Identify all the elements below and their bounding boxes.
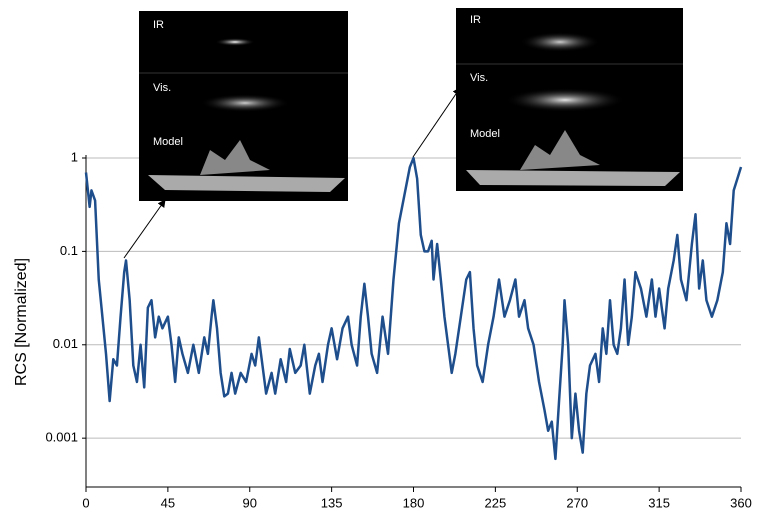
inset-label: Vis. — [470, 72, 488, 84]
inset-label: IR — [153, 19, 164, 31]
inset-label: Model — [153, 136, 183, 148]
arrow — [412, 87, 461, 158]
x-tick-label: 180 — [403, 495, 425, 510]
x-tick-label: 135 — [321, 495, 343, 510]
inset-label: Model — [470, 128, 500, 140]
x-tick-label: 0 — [82, 495, 89, 510]
x-tick-label: 45 — [161, 495, 175, 510]
inset-image: IR Vis. Model — [139, 11, 348, 201]
y-tick-label: 1 — [71, 149, 78, 164]
x-tick-label: 225 — [485, 495, 507, 510]
inset-label: IR — [470, 14, 481, 26]
y-tick-label: 0.1 — [60, 243, 78, 258]
arrow — [123, 199, 166, 259]
inset-label: Vis. — [153, 82, 171, 94]
x-tick-label: 270 — [566, 495, 588, 510]
x-tick-label: 360 — [730, 495, 752, 510]
y-tick-label: 0.001 — [45, 430, 78, 445]
inset-image: IR Vis. Model — [456, 8, 683, 191]
y-axis-label: RCS [Normalized] — [13, 258, 30, 386]
x-tick-label: 315 — [648, 495, 670, 510]
x-tick-label: 90 — [243, 495, 257, 510]
data-line — [84, 156, 743, 461]
y-tick-label: 0.01 — [53, 336, 78, 351]
